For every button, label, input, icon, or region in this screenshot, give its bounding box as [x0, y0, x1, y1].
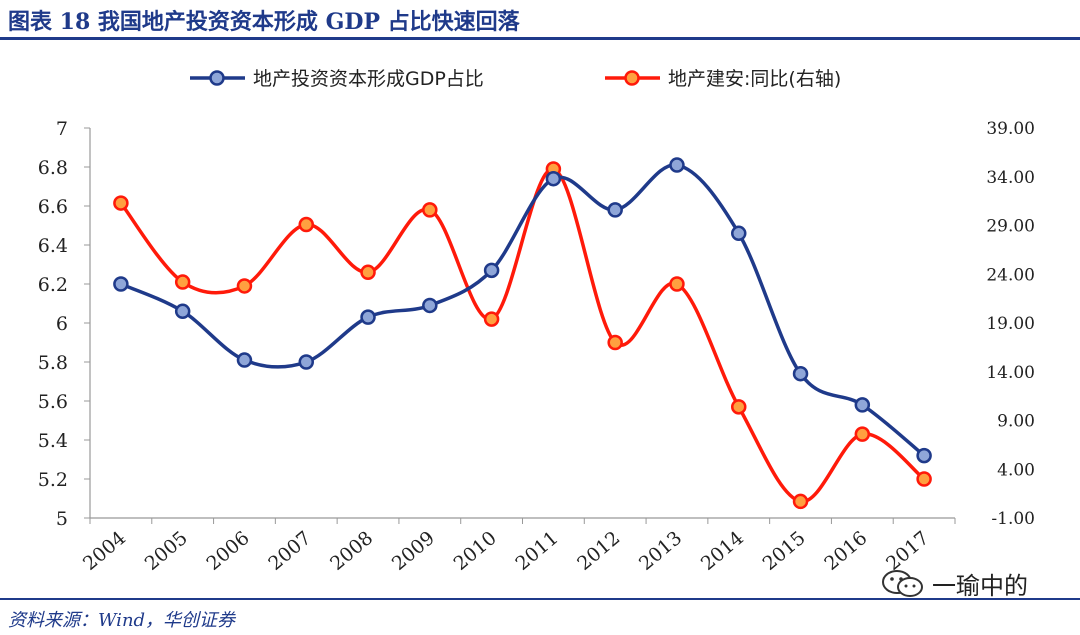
y-left-tick-label: 5.2: [38, 469, 68, 491]
gdp-share-point: [174, 303, 191, 320]
series-line-construction-yoy: [119, 167, 926, 504]
gdp-share-point: [360, 309, 376, 325]
gdp-share-point: [916, 447, 932, 464]
x-tick-label: 2014: [697, 527, 748, 575]
x-tick-label: 2008: [326, 527, 377, 575]
x-tick-label: 2009: [388, 527, 439, 575]
footer-rule: [0, 598, 1080, 600]
construction-yoy-point: [731, 399, 747, 415]
gdp-share-point: [113, 276, 129, 292]
x-tick-label: 2007: [264, 527, 315, 575]
gdp-share-point: [607, 202, 623, 218]
y-right-tick-label: 29.00: [986, 217, 1035, 237]
x-tick-label: 2004: [79, 527, 130, 575]
construction-yoy-point: [792, 493, 809, 510]
y-right-tick-label: 39.00: [986, 119, 1035, 139]
y-left-tick-label: 5: [56, 508, 68, 530]
y-left-tick-label: 6.6: [38, 196, 68, 218]
y-left-tick-label: 5.4: [38, 430, 68, 452]
x-tick-label: 2005: [141, 527, 192, 575]
y-right-tick-label: -1.00: [991, 509, 1035, 529]
x-tick-label: 2011: [511, 527, 562, 575]
y-right-tick-label: 34.00: [986, 168, 1035, 188]
y-left-tick-label: 6: [56, 313, 68, 335]
x-tick-label: 2010: [450, 527, 501, 575]
y-right-tick-label: 24.00: [986, 265, 1035, 285]
construction-yoy-point: [113, 195, 129, 211]
watermark: 一瑜中的: [880, 566, 1028, 601]
line-chart: 7 6.8 6.6 6.4 6.2 6 5.8 5.6 5.4 5.2 5 39.00 34.00 29.…: [38, 68, 1035, 575]
y-left-tick-label: 6.4: [38, 235, 68, 257]
gdp-share-point: [854, 397, 871, 413]
gdp-share-point: [422, 297, 438, 314]
x-tick-label: 2015: [759, 527, 810, 575]
construction-yoy-point: [174, 274, 191, 290]
gdp-share-point: [545, 170, 562, 187]
title-rule: [0, 37, 1080, 40]
legend-label-construction-yoy: 地产建安:同比(右轴): [668, 68, 841, 90]
construction-yoy-point: [669, 276, 685, 292]
series-line-gdp-share: [120, 163, 926, 457]
y-left-tick-label: 6.8: [38, 157, 68, 179]
construction-yoy-point: [360, 264, 376, 281]
gdp-share-point: [483, 262, 500, 279]
x-tick-label: 2006: [202, 527, 253, 575]
construction-yoy-point: [298, 216, 314, 233]
title-bar: 图表 18 我国地产投资资本形成 GDP 占比快速回落: [0, 0, 1080, 40]
y-left-tick-label: 6.2: [38, 274, 68, 296]
legend-marker-construction-yoy: [624, 70, 640, 86]
gdp-share-point: [236, 352, 253, 368]
construction-yoy-point: [483, 311, 500, 327]
page-title: 图表 18 我国地产投资资本形成 GDP 占比快速回落: [8, 9, 520, 35]
y-left-tick-label: 5.8: [38, 352, 68, 374]
construction-yoy-point: [916, 471, 932, 487]
construction-yoy-point: [422, 202, 438, 218]
construction-yoy-point: [854, 426, 871, 442]
x-tick-label: 2013: [635, 527, 686, 575]
y-right-tick-label: 19.00: [986, 314, 1035, 334]
gdp-share-point: [731, 225, 747, 242]
gdp-share-point: [792, 365, 809, 382]
y-left-tick-label: 7: [56, 118, 68, 140]
x-tick-label: 2016: [820, 527, 871, 575]
y-right-tick-label: 14.00: [986, 363, 1035, 383]
construction-yoy-point: [607, 334, 623, 351]
legend-marker-gdp-share: [209, 70, 225, 86]
source-note: 资料来源：Wind，华创证券: [8, 610, 236, 631]
gdp-share-point: [669, 157, 685, 173]
x-tick-label: 2012: [573, 527, 624, 575]
construction-yoy-point: [236, 278, 253, 294]
gdp-share-point: [298, 354, 314, 370]
y-right-tick-label: 4.00: [997, 460, 1035, 480]
legend-label-gdp-share: 地产投资资本形成GDP占比: [253, 68, 484, 90]
watermark-text: 一瑜中的: [932, 572, 1028, 600]
y-left-tick-label: 5.6: [38, 391, 68, 413]
wechat-icon: [882, 569, 923, 597]
y-right-tick-label: 9.00: [997, 412, 1035, 432]
